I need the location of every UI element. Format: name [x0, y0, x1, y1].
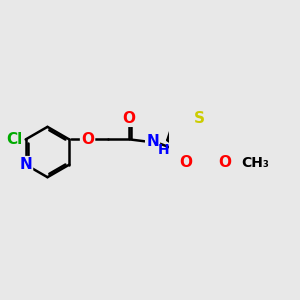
Text: O: O	[218, 155, 231, 170]
Text: N: N	[146, 134, 159, 149]
Text: O: O	[179, 155, 192, 170]
Text: S: S	[194, 111, 205, 126]
Text: H: H	[158, 143, 169, 158]
Text: O: O	[81, 132, 94, 147]
Text: CH₃: CH₃	[241, 155, 269, 170]
Text: N: N	[19, 157, 32, 172]
Text: Cl: Cl	[6, 132, 22, 147]
Text: O: O	[122, 111, 136, 126]
